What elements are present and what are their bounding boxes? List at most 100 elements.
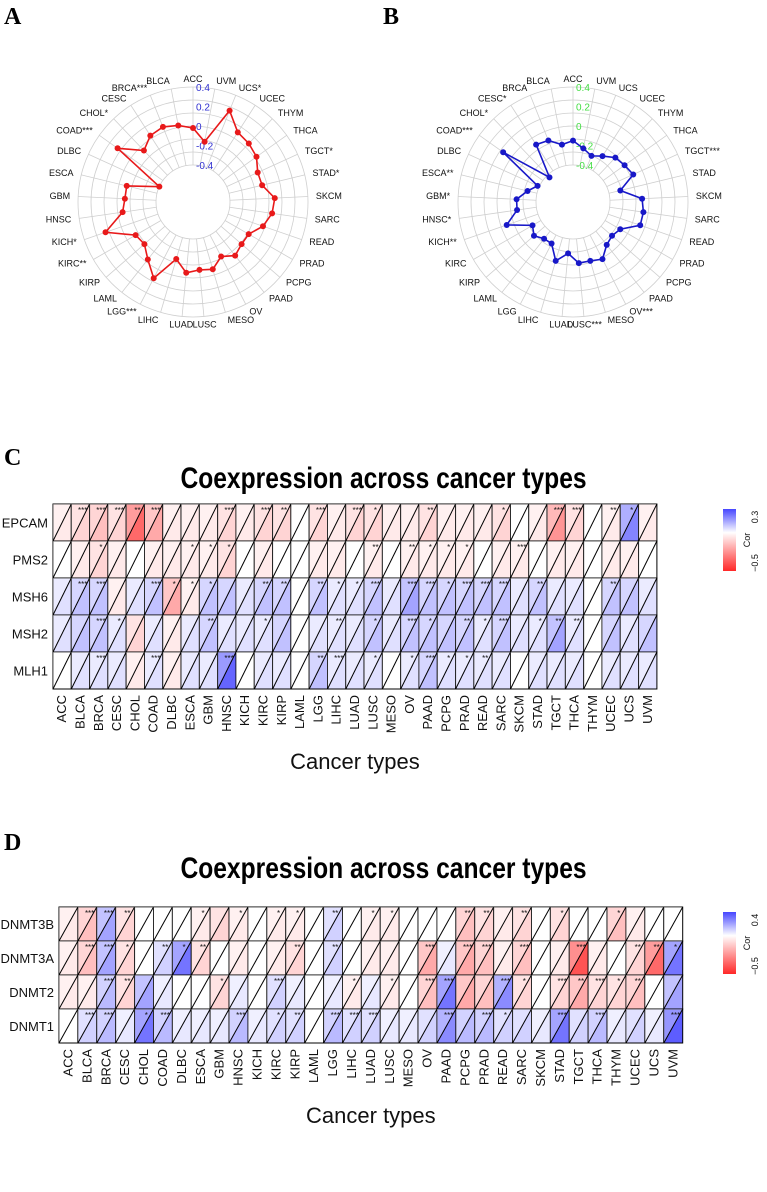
- grid-spoke: [595, 230, 645, 293]
- cell-diagonal: [253, 577, 274, 616]
- column-label: CHOL: [136, 1049, 151, 1085]
- cell-diagonal: [644, 906, 665, 942]
- grid-ring: [155, 164, 231, 240]
- data-point: [514, 207, 521, 214]
- significance-label: ***: [85, 943, 94, 952]
- significance-label: **: [124, 909, 130, 918]
- cell-diagonal: [235, 651, 255, 690]
- significance-label: ***: [576, 943, 585, 952]
- significance-label: **: [635, 977, 641, 986]
- cell-diagonal: [606, 906, 627, 942]
- cell-diagonal: [455, 906, 476, 942]
- cell-diagonal: [546, 651, 566, 690]
- significance-label: **: [336, 617, 342, 626]
- row-label: DNMT3B: [1, 917, 54, 932]
- grid-spoke: [493, 118, 548, 176]
- grid-spoke: [149, 95, 180, 168]
- significance-label: ***: [462, 580, 471, 589]
- data-point: [271, 195, 278, 202]
- grid-spoke: [113, 118, 168, 176]
- category-label: PAAD: [269, 294, 293, 304]
- data-point: [253, 153, 260, 160]
- cell-diagonal: [190, 940, 211, 976]
- grid-spoke: [226, 153, 298, 187]
- significance-label: **: [521, 909, 527, 918]
- panel-label-c: C: [4, 445, 22, 471]
- cell-diagonal: [663, 974, 684, 1010]
- significance-label: **: [427, 506, 433, 515]
- cell-diagonal: [510, 651, 530, 690]
- cell-diagonal: [381, 577, 402, 616]
- significance-label: ***: [78, 580, 87, 589]
- cell-diagonal: [134, 940, 154, 976]
- significance-label: *: [410, 654, 413, 663]
- column-label: BLCA: [72, 695, 87, 729]
- category-label: STAD*: [313, 168, 340, 178]
- cell-diagonal: [180, 503, 200, 542]
- cell-diagonal: [379, 1008, 400, 1044]
- significance-label: ***: [444, 1011, 453, 1020]
- cell-diagonal: [290, 614, 310, 653]
- data-point: [156, 183, 163, 190]
- data-point: [183, 269, 190, 276]
- data-point: [548, 240, 555, 247]
- significance-label: ***: [499, 580, 508, 589]
- data-point: [524, 187, 531, 194]
- significance-label: *: [617, 909, 620, 918]
- cell-diagonal: [144, 503, 164, 542]
- legend-colorbar: [723, 509, 736, 571]
- grid-spoke: [501, 230, 551, 293]
- cell-diagonal: [77, 940, 98, 976]
- significance-label: *: [674, 943, 677, 952]
- cell-diagonal: [360, 940, 381, 976]
- category-label: SARC: [695, 215, 721, 225]
- cell-diagonal: [493, 974, 514, 1010]
- grid-spoke: [196, 238, 205, 317]
- data-point: [545, 137, 552, 144]
- cell-diagonal: [107, 503, 127, 542]
- significance-label: ***: [407, 580, 416, 589]
- cell-diagonal: [363, 540, 383, 579]
- data-point: [114, 145, 121, 152]
- cell-diagonal: [583, 540, 603, 579]
- cell-diagonal: [323, 940, 343, 976]
- significance-label: ***: [444, 977, 453, 986]
- data-point: [621, 162, 628, 169]
- data-point: [552, 257, 559, 264]
- cell-diagonal: [190, 974, 211, 1010]
- category-label: MESO: [608, 315, 635, 325]
- cell-diagonal: [180, 577, 200, 616]
- data-point: [575, 260, 582, 267]
- significance-label: ***: [425, 977, 434, 986]
- grid-spoke: [212, 105, 256, 172]
- significance-label: **: [294, 943, 300, 952]
- cell-diagonal: [342, 940, 362, 976]
- significance-label: ***: [78, 506, 87, 515]
- category-label: LUSC***: [567, 319, 602, 329]
- significance-label: ***: [501, 977, 510, 986]
- cell-diagonal: [510, 577, 530, 616]
- data-point: [259, 182, 266, 189]
- cell-diagonal: [564, 614, 585, 653]
- heatmap-d-title: Coexpression across cancer types: [180, 852, 587, 885]
- row-label: EPCAM: [2, 516, 48, 531]
- column-label: THCA: [567, 695, 582, 731]
- cell-diagonal: [198, 651, 219, 690]
- significance-label: ***: [463, 943, 472, 952]
- category-label: LIHC: [138, 315, 159, 325]
- cell-diagonal: [549, 974, 570, 1010]
- cell-diagonal: [436, 577, 457, 616]
- significance-label: **: [555, 617, 561, 626]
- significance-label: *: [126, 943, 129, 952]
- cell-diagonal: [360, 906, 381, 942]
- cell-diagonal: [52, 614, 72, 653]
- data-point: [245, 140, 252, 147]
- category-label: OV***: [629, 306, 653, 316]
- grid-spoke: [78, 196, 157, 201]
- grid-spoke: [203, 237, 226, 313]
- data-point: [603, 241, 610, 248]
- significance-label: ***: [96, 617, 105, 626]
- data-point: [132, 232, 139, 239]
- category-label: KIRC**: [58, 259, 87, 269]
- cell-diagonal: [473, 540, 493, 579]
